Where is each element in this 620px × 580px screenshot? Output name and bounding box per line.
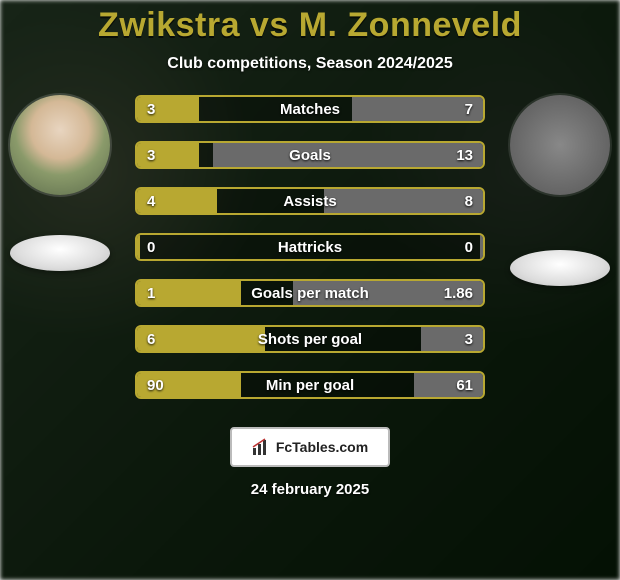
stat-row: 48Assists bbox=[135, 187, 485, 215]
stat-label: Min per goal bbox=[137, 377, 483, 394]
stat-row: 37Matches bbox=[135, 95, 485, 123]
player-left-team-badge bbox=[10, 235, 110, 271]
comparison-bars: 37Matches 313Goals 48Assists 00Hattricks 11.… bbox=[135, 95, 485, 399]
player-right-team-badge bbox=[510, 250, 610, 286]
stat-label: Hattricks bbox=[137, 239, 483, 256]
footer-date: 24 february 2025 bbox=[251, 481, 369, 498]
player-right-avatar bbox=[510, 95, 610, 195]
stat-row: 313Goals bbox=[135, 141, 485, 169]
stat-label: Goals per match bbox=[137, 285, 483, 302]
page-subtitle: Club competitions, Season 2024/2025 bbox=[167, 55, 452, 73]
player-left-column bbox=[10, 95, 110, 271]
stat-row: 11.86Goals per match bbox=[135, 279, 485, 307]
comparison-arena: 37Matches 313Goals 48Assists 00Hattricks 11.… bbox=[0, 95, 620, 399]
stat-label: Assists bbox=[137, 193, 483, 210]
stat-label: Shots per goal bbox=[137, 331, 483, 348]
stat-label: Matches bbox=[137, 101, 483, 118]
player-right-column bbox=[510, 95, 610, 286]
chart-icon bbox=[252, 438, 270, 456]
page-title: Zwikstra vs M. Zonneveld bbox=[98, 6, 522, 45]
stat-row: 63Shots per goal bbox=[135, 325, 485, 353]
footer-logo-text: FcTables.com bbox=[276, 439, 368, 455]
footer-logo: FcTables.com bbox=[230, 427, 390, 467]
stat-row: 9061Min per goal bbox=[135, 371, 485, 399]
content-wrapper: Zwikstra vs M. Zonneveld Club competitio… bbox=[0, 0, 620, 580]
stat-label: Goals bbox=[137, 147, 483, 164]
stat-row: 00Hattricks bbox=[135, 233, 485, 261]
player-left-avatar bbox=[10, 95, 110, 195]
